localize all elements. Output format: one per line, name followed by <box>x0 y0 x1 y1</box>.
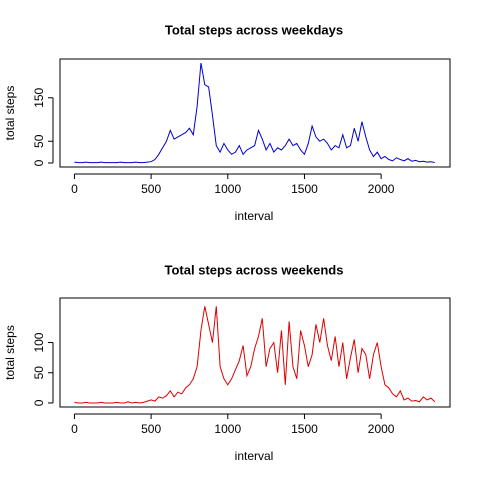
x-tick-label: 1000 <box>214 182 241 196</box>
x-axis-label: interval <box>235 209 274 223</box>
y-tick-label: 0 <box>32 159 46 166</box>
x-tick-label: 1500 <box>291 182 318 196</box>
y-tick-label: 50 <box>32 134 46 148</box>
plot-box <box>59 58 451 168</box>
chart-title: Total steps across weekends <box>165 262 344 277</box>
y-axis-label: total steps <box>3 86 17 141</box>
x-tick-label: 1000 <box>214 422 241 436</box>
data-line <box>74 306 436 404</box>
data-line <box>74 62 435 164</box>
x-tick-label: 2000 <box>368 422 395 436</box>
y-tick-label: 100 <box>32 332 46 352</box>
y-tick-label: 150 <box>32 87 46 107</box>
y-axis-label: total steps <box>3 325 17 380</box>
y-tick-label: 0 <box>32 399 46 406</box>
x-tick-label: 500 <box>141 182 161 196</box>
y-tick-label: 50 <box>32 366 46 380</box>
chart-title: Total steps across weekdays <box>165 22 343 37</box>
x-tick-label: 0 <box>71 182 78 196</box>
plot-box <box>59 297 451 408</box>
x-tick-label: 1500 <box>291 422 318 436</box>
x-tick-label: 2000 <box>368 182 395 196</box>
x-tick-label: 0 <box>71 422 78 436</box>
x-tick-label: 500 <box>141 422 161 436</box>
x-axis-label: interval <box>235 449 274 463</box>
